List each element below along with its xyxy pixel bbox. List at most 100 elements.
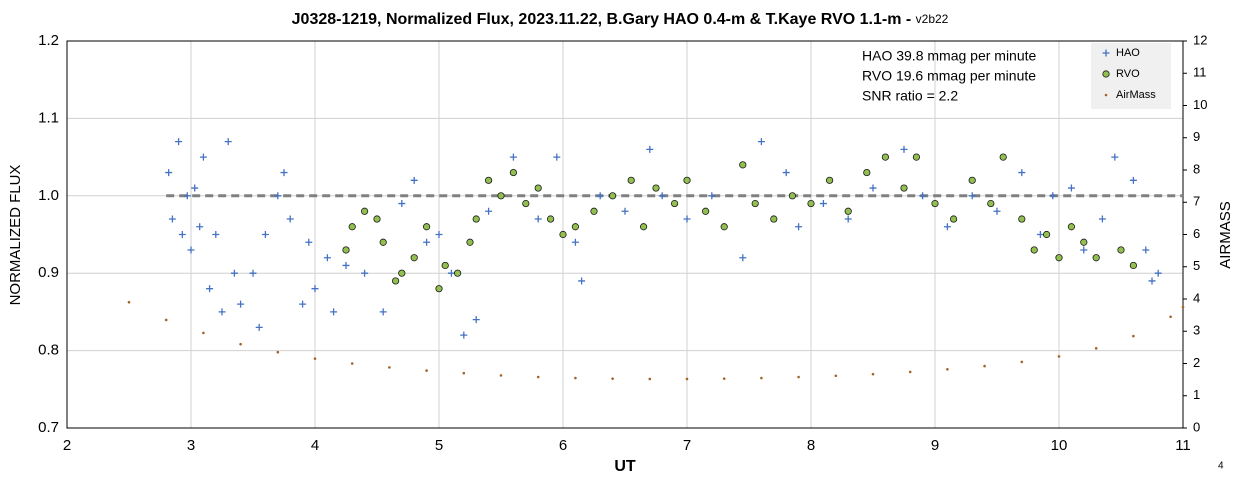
point <box>218 308 226 316</box>
point <box>683 176 691 184</box>
point <box>230 269 238 277</box>
point <box>760 376 763 380</box>
point <box>1098 215 1106 223</box>
point <box>305 238 313 246</box>
point <box>499 374 503 377</box>
y2-tick-label: 11 <box>1193 65 1207 80</box>
point <box>350 362 354 365</box>
point <box>1036 231 1044 238</box>
point <box>825 176 834 184</box>
point <box>261 231 269 238</box>
point <box>1030 246 1038 254</box>
point <box>299 300 307 308</box>
point <box>900 145 908 153</box>
point <box>739 161 747 169</box>
point <box>497 192 505 200</box>
point <box>206 285 214 293</box>
point <box>639 223 648 231</box>
point <box>361 269 369 277</box>
point <box>658 192 666 200</box>
point <box>1111 153 1119 161</box>
point <box>127 300 131 304</box>
point <box>1148 277 1156 285</box>
point <box>983 364 986 368</box>
point <box>460 331 468 339</box>
point <box>546 215 555 223</box>
point <box>212 231 220 238</box>
point <box>646 145 654 153</box>
point <box>1049 192 1057 200</box>
point <box>844 207 852 215</box>
point <box>342 246 350 254</box>
x-tick-label: 8 <box>807 437 815 454</box>
point <box>751 199 759 208</box>
annotation: HAO 39.8 mmag per minute <box>862 48 1037 64</box>
point <box>1020 360 1024 364</box>
x-tick-label: 9 <box>931 437 939 454</box>
point <box>249 269 257 277</box>
title-main: J0328-1219, Normalized Flux, 2023.11.22,… <box>292 11 916 28</box>
point <box>900 184 908 192</box>
point <box>164 318 168 322</box>
point <box>379 308 387 316</box>
x-tick-label: 2 <box>63 437 71 454</box>
point <box>276 350 280 354</box>
point <box>1043 230 1051 239</box>
point <box>844 215 852 223</box>
point <box>708 192 716 200</box>
point <box>1067 223 1076 231</box>
point <box>559 230 567 239</box>
point <box>648 377 652 381</box>
point <box>919 192 927 200</box>
point <box>1142 246 1150 254</box>
point <box>908 370 912 374</box>
point <box>946 368 949 371</box>
point <box>627 176 635 184</box>
y-tick-label: 1.1 <box>38 109 59 126</box>
point <box>422 223 431 231</box>
y2-tick-label: 6 <box>1193 226 1200 241</box>
point <box>466 238 474 246</box>
point <box>199 153 207 161</box>
point <box>611 377 614 380</box>
title-suffix: v2b22 <box>916 12 949 26</box>
point <box>1057 355 1061 358</box>
point <box>534 215 542 223</box>
point <box>739 254 747 262</box>
y2-tick-label: 12 <box>1193 32 1207 47</box>
point <box>578 277 586 285</box>
point <box>360 207 369 215</box>
y2-tick-label: 8 <box>1193 161 1200 176</box>
point <box>701 207 710 215</box>
point <box>1092 254 1100 262</box>
point <box>949 215 958 223</box>
point <box>484 176 493 184</box>
point <box>202 331 205 335</box>
point <box>165 169 173 177</box>
point <box>670 199 679 208</box>
y2-tick-label: 2 <box>1193 355 1200 370</box>
point <box>447 269 455 277</box>
point <box>788 192 797 200</box>
point <box>574 376 577 380</box>
y2-tick-label: 1 <box>1193 387 1200 402</box>
point <box>323 254 331 262</box>
point <box>819 200 827 208</box>
x-tick-label: 3 <box>187 437 195 454</box>
point <box>175 138 183 146</box>
point <box>388 366 391 369</box>
point <box>255 323 263 331</box>
point <box>313 357 317 360</box>
x-tick-label: 11 <box>1175 437 1191 454</box>
point <box>425 369 428 372</box>
annotation: RVO 19.6 mmag per minute <box>862 68 1036 84</box>
x-tick-label: 7 <box>683 437 691 454</box>
point <box>311 285 319 293</box>
point <box>987 199 995 208</box>
point <box>379 238 387 246</box>
point <box>999 153 1007 161</box>
point <box>912 153 921 161</box>
point <box>770 215 778 223</box>
point <box>534 184 542 192</box>
y-tick-label: 1.0 <box>38 187 59 204</box>
